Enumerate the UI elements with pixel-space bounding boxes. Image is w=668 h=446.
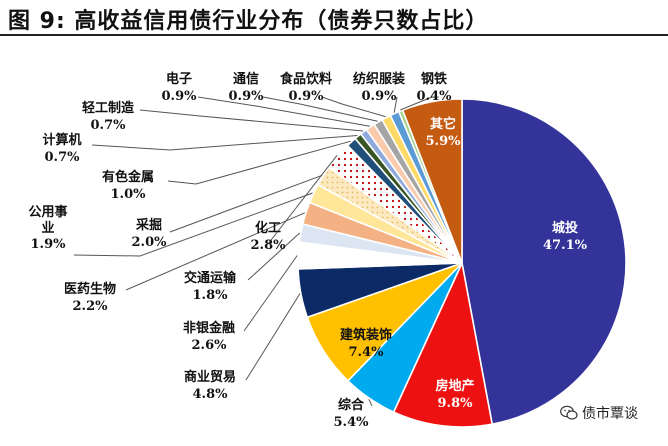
slice-label-name: 钢铁 (421, 71, 447, 87)
slice-label-name: 业 (41, 220, 54, 236)
slice-label-name: 非银金融 (183, 320, 235, 336)
leader-lines (73, 96, 433, 407)
slice-label-name: 综合 (338, 397, 365, 413)
slice-label-name: 建筑装饰 (340, 327, 392, 343)
slice-label-name: 医药生物 (64, 281, 116, 297)
slice-label-value: 0.9% (289, 89, 325, 104)
leader-line (243, 255, 298, 332)
slice-labels: 城投 47.1% 房地产 9.8% 综合 5.4% 建筑装饰 7.4% 商业贸易 4.8% 非银金融… (28, 71, 587, 430)
slice-label-value: 1.8% (193, 288, 229, 303)
leader-line (393, 96, 398, 113)
watermark-text: 债市覃谈 (582, 406, 638, 422)
slice-label-value: 0.9% (362, 89, 398, 104)
slice-label-value: 2.0% (132, 235, 168, 250)
slice-label-name: 采掘 (135, 217, 162, 233)
leader-line (368, 398, 373, 407)
slice-label-name: 纺织服装 (353, 71, 405, 87)
slice-label-value: 0.7% (45, 150, 81, 165)
slice-label-name: 其它 (430, 116, 456, 132)
slice-label-name: 化工 (255, 220, 281, 236)
leader-line (167, 140, 351, 185)
slice-label-value: 4.8% (193, 387, 229, 402)
slice-label-value: 5.4% (334, 415, 370, 430)
slice-label-name: 通信 (233, 71, 259, 87)
leader-line (139, 109, 364, 132)
leader-line (91, 135, 358, 151)
slice-label-value: 47.1% (543, 238, 588, 253)
leader-line (125, 212, 305, 291)
leader-line (400, 96, 433, 111)
leader-line (321, 96, 386, 118)
leader-line (262, 96, 378, 122)
slice-label-name: 城投 (552, 220, 578, 236)
slice-label-value: 2.6% (192, 338, 228, 353)
slice-label-name: 公用事 (28, 204, 67, 220)
slice-label-name: 房地产 (435, 378, 474, 394)
slice-label-name: 轻工制造 (82, 100, 135, 116)
slice-e688bfe59cb0e4baa7 (392, 260, 494, 428)
figure-title: 图 9: 高收益信用债行业分布（债券只数占比） (8, 9, 489, 34)
slice-label-value: 0.9% (229, 89, 265, 104)
leader-line (247, 232, 301, 281)
slice-e585b6e5ae83 (401, 98, 463, 264)
figure-title-bar: 图 9: 高收益信用债行业分布（债券只数占比） (0, 0, 668, 36)
slice-label-value: 1.0% (111, 187, 147, 202)
slice-label-name: 食品饮料 (280, 71, 332, 87)
slice-label-value: 0.4% (417, 89, 453, 104)
leader-line (197, 96, 370, 127)
leader-line (267, 154, 338, 245)
wechat-icon (560, 405, 578, 420)
leader-line (73, 192, 313, 257)
slice-label-name: 电子 (166, 71, 192, 87)
leader-line (245, 293, 301, 381)
slice-label-value: 2.8% (251, 238, 287, 253)
watermark: 债市覃谈 (560, 402, 638, 424)
slice-label-name: 商业贸易 (184, 369, 236, 385)
leader-line (169, 174, 323, 233)
slice-label-value: 0.9% (162, 89, 198, 104)
slice-label-value: 2.2% (73, 299, 109, 314)
slice-label-value: 7.4% (349, 345, 385, 360)
pie-slices (297, 98, 627, 428)
slice-label-name: 计算机 (42, 132, 81, 148)
slice-label-value: 9.8% (438, 396, 474, 411)
slice-e59f8ee68a95 (461, 98, 627, 426)
slice-label-value: 0.7% (91, 118, 127, 133)
slice-label-name: 交通运输 (184, 270, 237, 286)
slice-label-value: 5.9% (426, 134, 462, 149)
slice-label-value: 1.9% (31, 237, 67, 252)
slice-label-name: 有色金属 (102, 169, 154, 185)
